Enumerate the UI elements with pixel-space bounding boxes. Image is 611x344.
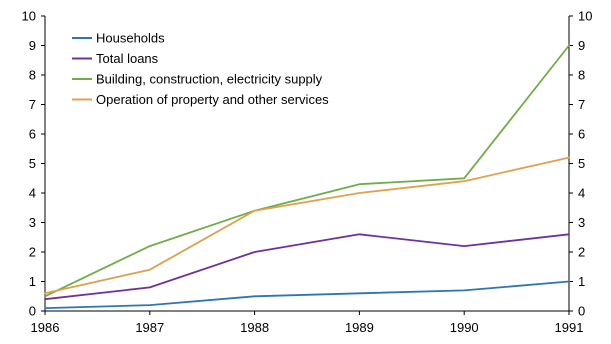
y-tick-label-left: 5 [29, 156, 36, 171]
series-line-building-construction-electricity-supply [44, 44, 570, 298]
y-tick-label-left: 9 [29, 38, 36, 53]
legend-item: Total loans [72, 51, 159, 66]
y-tick-label-right: 3 [578, 215, 585, 230]
y-tick-label-left: 6 [29, 127, 36, 142]
y-tick-label-left: 4 [29, 186, 36, 201]
y-tick-label-left: 0 [29, 304, 36, 319]
y-tick-label-left: 3 [29, 215, 36, 230]
y-tick-label-right: 5 [578, 156, 585, 171]
y-tick-label-left: 1 [29, 274, 36, 289]
y-tick-label-right: 8 [578, 68, 585, 83]
y-tick-label-right: 6 [578, 127, 585, 142]
y-tick-label-right: 2 [578, 245, 585, 260]
series-line-households [44, 280, 570, 310]
x-tick-label: 1988 [240, 320, 269, 335]
series-line-total-loans [44, 233, 570, 301]
x-tick-label: 1987 [135, 320, 164, 335]
series-lines [44, 44, 570, 310]
legend-item: Households [72, 31, 165, 46]
y-tick-label-left: 7 [29, 97, 36, 112]
legend-item: Building, construction, electricity supp… [72, 72, 323, 87]
y-tick-label-left: 10 [22, 9, 36, 24]
legend-item: Operation of property and other services [72, 92, 329, 107]
chart-axes: 0 0 1 1 2 2 3 3 4 4 5 5 6 6 7 7 8 8 9 9 10 10 1986 1987 1988 1989… [22, 9, 593, 336]
legend-label: Total loans [96, 51, 159, 66]
legend-label: Building, construction, electricity supp… [96, 72, 323, 87]
x-tick-label: 1991 [555, 320, 584, 335]
chart-legend: Households Total loans Building, construct… [72, 31, 329, 107]
y-tick-label-right: 1 [578, 274, 585, 289]
legend-label: Households [96, 31, 165, 46]
y-tick-label-right: 10 [578, 9, 592, 24]
x-tick-label: 1989 [345, 320, 374, 335]
x-tick-label: 1986 [31, 320, 60, 335]
y-tick-label-left: 8 [29, 68, 36, 83]
y-tick-label-right: 9 [578, 38, 585, 53]
series-line-operation-of-property-and-other-services [44, 156, 570, 295]
y-tick-label-right: 0 [578, 304, 585, 319]
y-tick-label-right: 7 [578, 97, 585, 112]
x-tick-label: 1990 [450, 320, 479, 335]
y-tick-label-right: 4 [578, 186, 585, 201]
legend-label: Operation of property and other services [96, 92, 329, 107]
y-tick-label-left: 2 [29, 245, 36, 260]
